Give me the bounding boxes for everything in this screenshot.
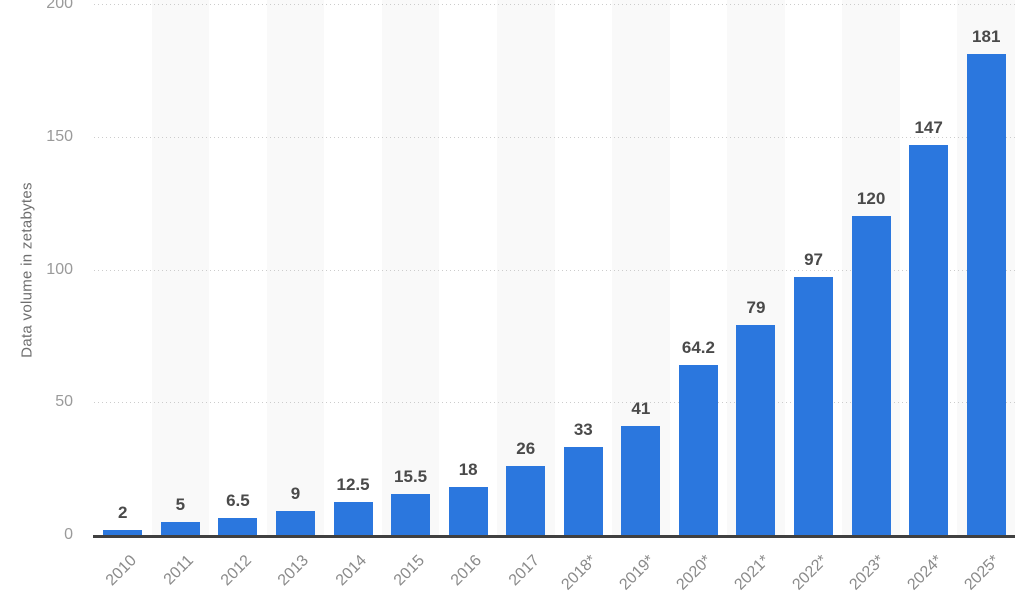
x-tick-label-2021*: 2021* [731, 552, 773, 594]
bar-2013[interactable] [275, 511, 315, 535]
bar-2014[interactable] [333, 501, 373, 535]
y-tick-label: 200 [46, 0, 73, 12]
bar-2020*[interactable] [678, 364, 718, 535]
value-label-2014: 12.5 [336, 474, 370, 494]
value-label-2011: 5 [175, 494, 186, 514]
x-tick-label-2014: 2014 [332, 552, 371, 590]
bar-2010[interactable] [103, 529, 143, 535]
y-tick-label: 150 [46, 127, 73, 145]
value-label-2018*: 33 [573, 420, 593, 440]
value-label-2012: 6.5 [226, 490, 250, 510]
gridline-150 [94, 137, 1015, 138]
value-label-2019*: 41 [631, 399, 651, 419]
value-label-2025*: 181 [972, 27, 1001, 47]
value-label-2010: 2 [118, 502, 128, 522]
y-tick-label: 0 [64, 526, 73, 543]
x-tick-label-2024*: 2024* [904, 552, 946, 594]
value-label-2015: 15.5 [394, 466, 428, 486]
column-band [266, 0, 325, 535]
value-label-2016: 18 [458, 460, 478, 480]
x-tick-label-2022*: 2022* [788, 552, 831, 594]
x-tick-label-2023*: 2023* [846, 552, 889, 594]
value-label-2020*: 64.2 [681, 337, 715, 357]
bar-2012[interactable] [218, 517, 258, 535]
y-tick-label: 50 [55, 393, 73, 411]
x-tick-label-2015: 2015 [390, 552, 428, 590]
value-label-2022*: 97 [804, 250, 823, 270]
value-label-2023*: 120 [856, 189, 886, 209]
value-label-2024*: 147 [914, 117, 943, 137]
bar-2022*[interactable] [794, 277, 834, 535]
value-label-2017: 26 [516, 438, 536, 458]
column-band [381, 0, 440, 535]
gridline-200 [94, 4, 1015, 5]
x-tick-label-2013: 2013 [275, 552, 313, 590]
bar-2025*[interactable] [966, 54, 1006, 535]
x-tick-label-2010: 2010 [102, 552, 140, 590]
gridline-50 [94, 402, 1015, 403]
column-band [151, 0, 210, 535]
x-tick-label-2018*: 2018* [558, 552, 601, 594]
y-tick-label: 100 [46, 260, 73, 278]
bar-2016[interactable] [448, 487, 488, 535]
bar-2024*[interactable] [909, 144, 949, 535]
x-tick-label-2020*: 2020* [673, 552, 716, 594]
x-tick-label-2012: 2012 [217, 552, 255, 590]
x-tick-label-2011: 2011 [161, 552, 198, 589]
value-label-2021*: 79 [746, 298, 766, 318]
value-label-2013: 9 [290, 484, 301, 504]
gridline-100 [94, 270, 1015, 271]
bar-2011[interactable] [160, 521, 200, 535]
bar-2018*[interactable] [563, 447, 603, 535]
x-tick-label-2025*: 2025* [961, 552, 1004, 594]
x-tick-label-2017: 2017 [505, 552, 543, 590]
x-axis-baseline [93, 535, 1015, 538]
bar-2021*[interactable] [736, 325, 776, 535]
bar-2015[interactable] [391, 493, 431, 535]
x-tick-label-2016: 2016 [447, 552, 486, 590]
bar-2019*[interactable] [621, 426, 661, 535]
bar-2023*[interactable] [851, 216, 891, 535]
column-band [496, 0, 555, 535]
x-tick-label-2019*: 2019* [616, 552, 658, 594]
bar-2017[interactable] [506, 465, 546, 535]
